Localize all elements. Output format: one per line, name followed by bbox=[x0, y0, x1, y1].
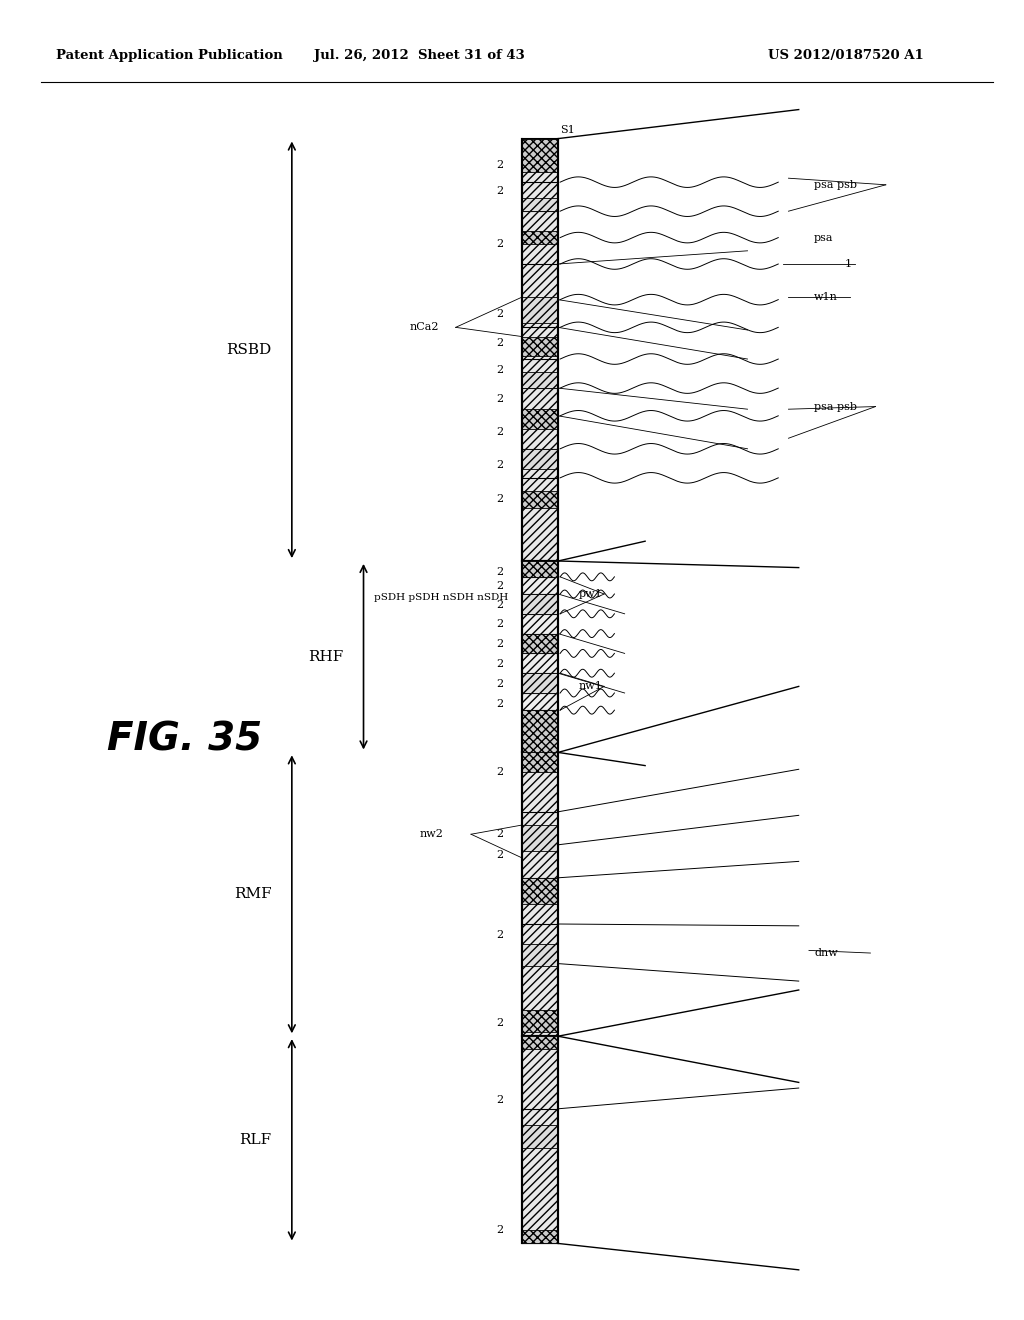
Bar bbox=[522, 1036, 558, 1049]
Bar bbox=[522, 752, 558, 772]
Bar bbox=[522, 752, 558, 1036]
Text: S1: S1 bbox=[560, 124, 574, 135]
Text: dnw: dnw bbox=[814, 948, 838, 958]
Text: 2: 2 bbox=[497, 639, 504, 649]
Text: psa: psa bbox=[814, 232, 834, 243]
Text: 2: 2 bbox=[497, 309, 504, 319]
Text: nw1: nw1 bbox=[579, 681, 602, 692]
Text: nw2: nw2 bbox=[420, 829, 443, 840]
Text: 1: 1 bbox=[845, 259, 852, 269]
Text: 2: 2 bbox=[497, 426, 504, 437]
Bar bbox=[522, 372, 558, 388]
Text: pSDH pSDH nSDH nSDH: pSDH pSDH nSDH nSDH bbox=[374, 594, 508, 602]
Text: 2: 2 bbox=[497, 1018, 504, 1028]
Bar bbox=[522, 491, 558, 508]
Bar bbox=[522, 673, 558, 693]
Text: 2: 2 bbox=[497, 364, 504, 375]
Bar bbox=[522, 561, 558, 577]
Text: 2: 2 bbox=[497, 1094, 504, 1105]
Bar bbox=[522, 594, 558, 614]
Text: pw1: pw1 bbox=[579, 589, 602, 599]
Text: RHF: RHF bbox=[308, 649, 343, 664]
Text: RSBD: RSBD bbox=[226, 343, 271, 356]
Text: RMF: RMF bbox=[233, 887, 271, 902]
Text: 2: 2 bbox=[497, 338, 504, 348]
Bar bbox=[522, 825, 558, 851]
Text: 2: 2 bbox=[497, 929, 504, 940]
Text: 2: 2 bbox=[497, 160, 504, 170]
Bar bbox=[522, 198, 558, 211]
Text: 2: 2 bbox=[497, 599, 504, 610]
Bar bbox=[522, 231, 558, 244]
Bar bbox=[522, 1010, 558, 1032]
Text: Patent Application Publication: Patent Application Publication bbox=[56, 49, 283, 62]
Bar bbox=[522, 878, 558, 904]
Text: Jul. 26, 2012  Sheet 31 of 43: Jul. 26, 2012 Sheet 31 of 43 bbox=[314, 49, 525, 62]
Bar bbox=[522, 634, 558, 653]
Text: FIG. 35: FIG. 35 bbox=[106, 721, 262, 758]
Text: psa psb: psa psb bbox=[814, 401, 857, 412]
Text: 2: 2 bbox=[497, 698, 504, 709]
Text: psa psb: psa psb bbox=[814, 180, 857, 190]
Bar bbox=[522, 1036, 558, 1243]
Bar bbox=[522, 449, 558, 469]
Bar bbox=[522, 1125, 558, 1148]
Bar bbox=[522, 139, 558, 561]
Bar bbox=[522, 944, 558, 966]
Text: 2: 2 bbox=[497, 659, 504, 669]
Bar bbox=[522, 337, 558, 356]
Bar bbox=[522, 139, 558, 172]
Text: 2: 2 bbox=[497, 459, 504, 470]
Text: 2: 2 bbox=[497, 829, 504, 840]
Text: 2: 2 bbox=[497, 393, 504, 404]
Bar bbox=[522, 1230, 558, 1243]
Text: 2: 2 bbox=[497, 186, 504, 197]
Text: RLF: RLF bbox=[240, 1133, 271, 1147]
Text: 2: 2 bbox=[497, 566, 504, 577]
Text: 2: 2 bbox=[497, 767, 504, 777]
Text: 2: 2 bbox=[497, 1225, 504, 1236]
Text: 2: 2 bbox=[497, 850, 504, 861]
Bar bbox=[522, 561, 558, 752]
Text: nCa2: nCa2 bbox=[410, 322, 439, 333]
Bar bbox=[522, 409, 558, 429]
Text: US 2012/0187520 A1: US 2012/0187520 A1 bbox=[768, 49, 924, 62]
Text: 2: 2 bbox=[497, 619, 504, 630]
Bar bbox=[522, 297, 558, 323]
Text: w1n: w1n bbox=[814, 292, 838, 302]
Text: 2: 2 bbox=[497, 678, 504, 689]
Text: 2: 2 bbox=[497, 494, 504, 504]
Text: 2: 2 bbox=[497, 239, 504, 249]
Text: 2: 2 bbox=[497, 581, 504, 591]
Bar bbox=[522, 710, 558, 752]
